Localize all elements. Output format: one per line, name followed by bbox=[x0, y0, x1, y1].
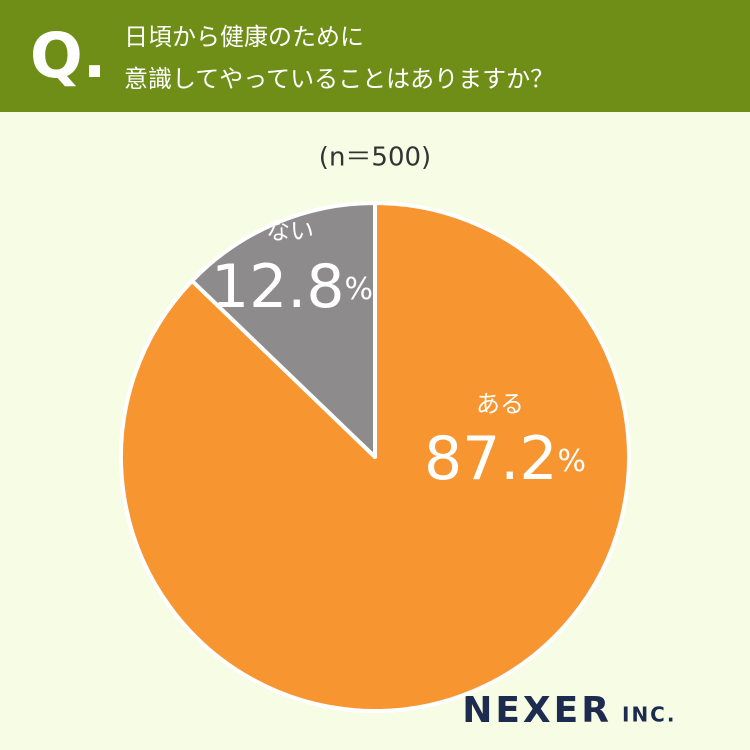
brand-name: NEXER bbox=[462, 690, 612, 731]
title-line: 意識してやっていることはありますか？ bbox=[124, 65, 554, 93]
slice-category: ない bbox=[266, 217, 314, 245]
slice-category: ある bbox=[476, 390, 524, 418]
header-band bbox=[0, 0, 750, 112]
q-mark: Q. bbox=[30, 19, 106, 92]
slice-value-label: 12.8% bbox=[211, 252, 373, 322]
pie-slice bbox=[190, 201, 377, 459]
slice-value-label: 87.2% bbox=[424, 424, 586, 494]
subtitle: (n＝500) bbox=[319, 143, 431, 173]
brand-suffix: INC. bbox=[622, 703, 676, 727]
title-line: 日頃から健康のために bbox=[124, 23, 364, 51]
